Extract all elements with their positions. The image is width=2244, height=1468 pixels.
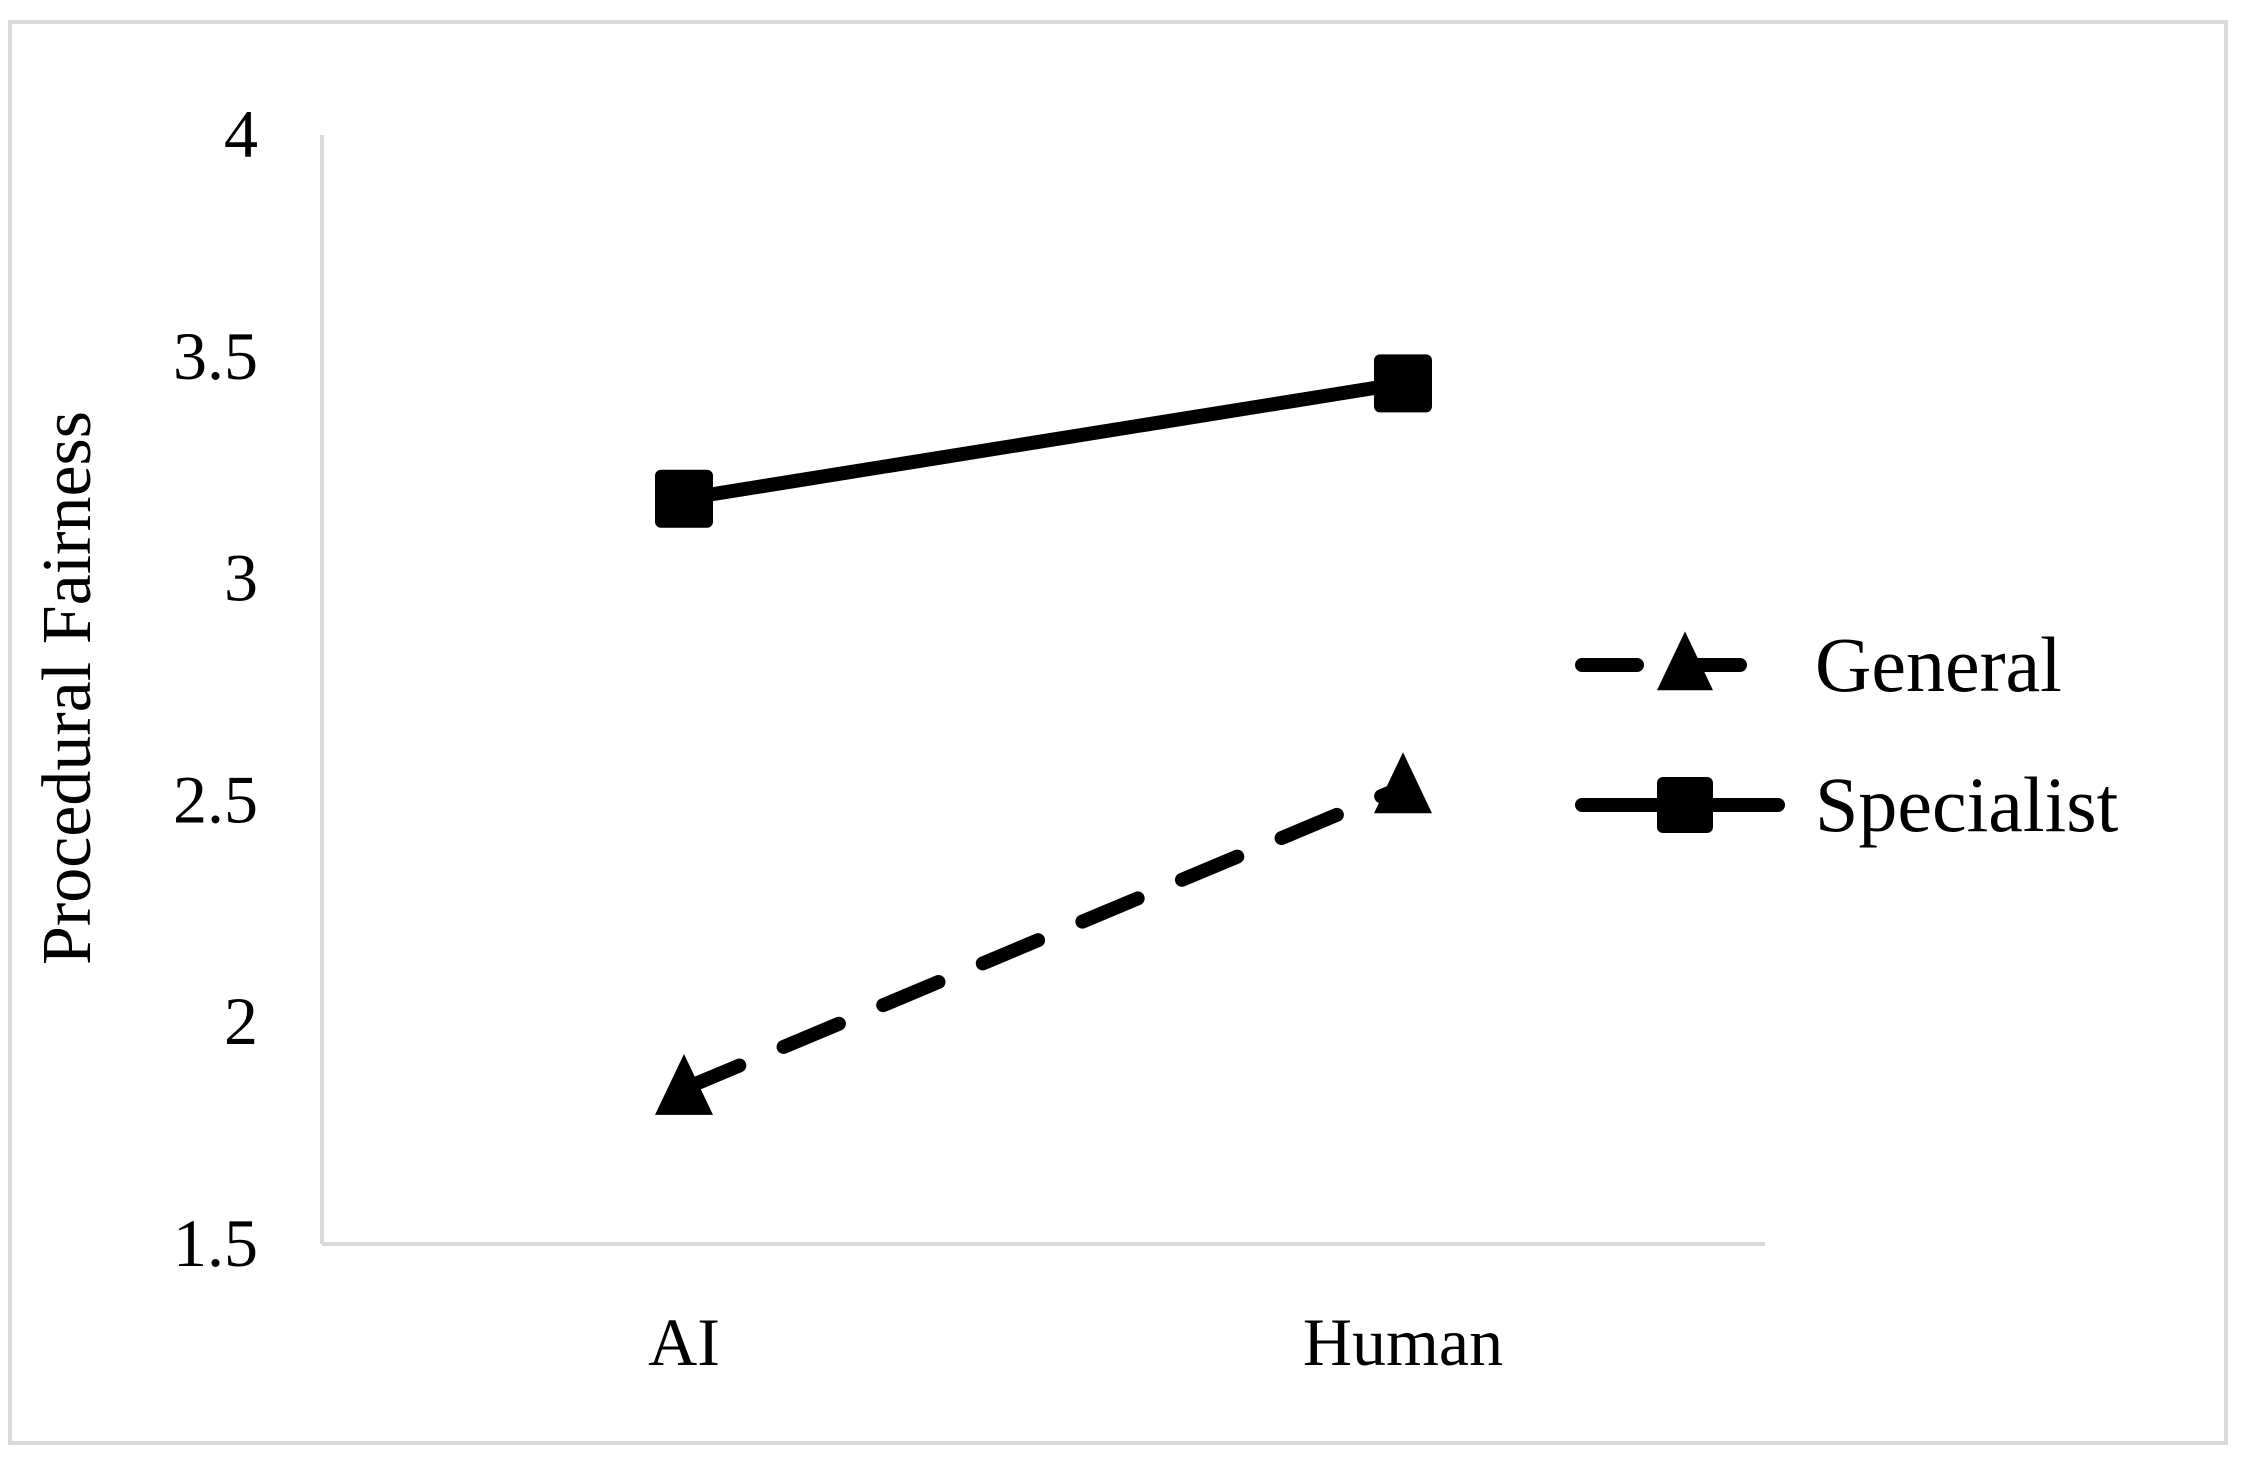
y-tick-label: 2.5 — [173, 761, 258, 837]
chart-frame — [8, 20, 2228, 1445]
series-line — [677, 376, 1410, 506]
series-general — [655, 752, 1432, 1115]
y-tick-label: 3.5 — [173, 318, 258, 394]
x-tick-label: AI — [648, 1304, 720, 1380]
y-tick-label: 1.5 — [173, 1205, 258, 1281]
triangle-marker — [1657, 631, 1713, 691]
square-marker — [1374, 354, 1432, 413]
series-layer — [655, 354, 1432, 1115]
y-tick-label: 4 — [224, 96, 258, 172]
legend: General Specialist — [1575, 621, 2119, 848]
y-axis-title: Procedural Fairness — [29, 411, 106, 965]
series-line — [677, 780, 1410, 1096]
y-tick-labels: 1.5 2 2.5 3 3.5 4 — [173, 96, 258, 1281]
x-tick-label: Human — [1303, 1304, 1503, 1380]
legend-label: Specialist — [1815, 761, 2119, 848]
x-tick-labels: AI Human — [648, 1304, 1503, 1380]
series-specialist — [655, 354, 1432, 528]
y-tick-label: 2 — [224, 983, 258, 1059]
square-marker — [1657, 777, 1713, 833]
legend-item-general: General — [1575, 621, 2062, 708]
square-marker — [655, 469, 713, 528]
y-tick-label: 3 — [224, 540, 258, 616]
triangle-marker — [1374, 752, 1432, 814]
legend-item-specialist: Specialist — [1575, 761, 2119, 848]
legend-label: General — [1815, 621, 2062, 708]
triangle-marker — [655, 1053, 713, 1115]
